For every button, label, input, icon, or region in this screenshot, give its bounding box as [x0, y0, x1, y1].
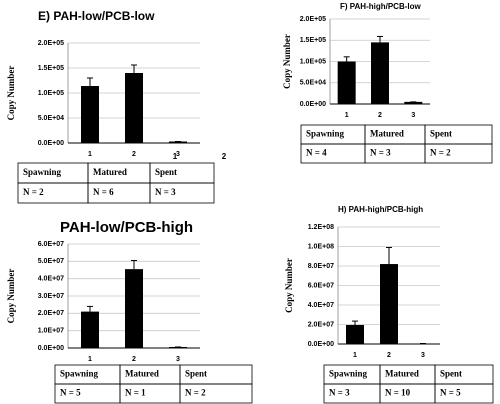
y-tick-label: 1.0E+07	[38, 328, 64, 335]
y-axis-label: Copy Number	[6, 66, 16, 121]
y-tick-label: 6.0E+07	[308, 282, 334, 289]
table-text: Spawning	[329, 369, 368, 379]
table-text: N = 1	[125, 388, 146, 398]
table-text: N = 2	[23, 187, 44, 197]
x-tick-label: 2	[378, 112, 382, 119]
bar	[371, 42, 389, 104]
table-text: N = 3	[370, 148, 391, 158]
y-axis-label: Copy Number	[6, 269, 16, 324]
table-text: Spent	[155, 167, 177, 177]
y-axis-label: Copy Number	[282, 34, 292, 89]
y-tick-label: 1.0E+08	[308, 243, 334, 250]
bar	[169, 141, 187, 143]
bar	[125, 269, 143, 348]
table-text: Spawning	[60, 369, 99, 379]
chart-title: F) PAH-high/PCB-low	[340, 2, 422, 11]
y-tick-label: 6.0E+07	[38, 241, 64, 248]
y-tick-label: 2.0E+07	[308, 321, 334, 328]
table-cell	[424, 143, 493, 164]
y-tick-label: 2.0E+05	[300, 16, 326, 23]
bar	[125, 73, 143, 143]
x-tick-label: 3	[176, 356, 180, 363]
table-text: Spawning	[306, 129, 345, 139]
bar	[380, 264, 398, 344]
chart-title: H) PAH-high/PCB-high	[338, 205, 423, 214]
bar	[404, 101, 423, 104]
table-text: Matured	[93, 167, 127, 177]
chart-title: PAH-low/PCB-high	[60, 219, 193, 236]
y-tick-label: 4.0E+07	[38, 276, 64, 283]
table-text: Spawning	[23, 167, 62, 177]
y-tick-label: 5.0E+04	[38, 115, 64, 122]
y-tick-label: 5.0E+04	[300, 80, 326, 87]
y-tick-label: 2.0E+07	[38, 310, 64, 317]
y-tick-label: 1.5E+05	[300, 37, 326, 44]
table-cell	[434, 383, 494, 404]
y-tick-label: 0.0E+00	[308, 341, 334, 348]
table-text: N = 4	[306, 148, 327, 158]
chart-title: E) PAH-low/PCB-low	[38, 9, 155, 23]
table-text: N = 2	[185, 388, 206, 398]
annotation: 1	[173, 152, 178, 161]
x-tick-label: 2	[132, 356, 136, 363]
y-tick-label: 3.0E+07	[38, 293, 64, 300]
y-tick-label: 1.5E+05	[38, 65, 64, 72]
table-text: N = 3	[329, 388, 350, 398]
y-tick-label: 8.0E+07	[308, 263, 334, 270]
x-tick-label: 2	[132, 151, 136, 158]
x-tick-label: 1	[353, 352, 357, 359]
table-text: Matured	[385, 369, 419, 379]
bar	[169, 346, 187, 348]
y-axis-label: Copy Number	[284, 258, 294, 313]
table-text: Spent	[430, 129, 452, 139]
table-text: Spent	[440, 369, 462, 379]
table-text: Matured	[125, 369, 159, 379]
table-text: N = 6	[93, 187, 114, 197]
table-text: N = 2	[430, 148, 451, 158]
table-text: Matured	[370, 129, 404, 139]
bar	[81, 311, 99, 348]
bar	[346, 324, 364, 344]
x-tick-label: 1	[345, 112, 349, 119]
y-tick-label: 0.0E+00	[300, 101, 326, 108]
y-tick-label: 5.0E+07	[38, 258, 64, 265]
y-tick-label: 1.0E+05	[300, 58, 326, 65]
y-tick-label: 1.2E+08	[308, 224, 334, 231]
x-tick-label: 3	[176, 151, 180, 158]
x-tick-label: 1	[88, 356, 92, 363]
table-cell	[149, 182, 215, 204]
y-tick-label: 0.0E+00	[38, 345, 64, 352]
x-tick-label: 3	[411, 112, 415, 119]
table-cell	[179, 383, 253, 404]
x-tick-label: 1	[88, 151, 92, 158]
bar	[337, 61, 356, 104]
y-tick-label: 2.0E+05	[38, 40, 64, 47]
y-tick-label: 1.0E+05	[38, 90, 64, 97]
y-tick-label: 0.0E+00	[38, 140, 64, 147]
annotation: 2	[222, 152, 227, 161]
bar	[81, 86, 99, 143]
y-tick-label: 4.0E+07	[308, 302, 334, 309]
table-text: N = 3	[155, 187, 176, 197]
table-text: N = 10	[385, 388, 411, 398]
table-text: Spent	[185, 369, 207, 379]
x-tick-label: 2	[387, 352, 391, 359]
table-text: N = 5	[60, 388, 81, 398]
table-text: N = 5	[440, 388, 461, 398]
x-tick-label: 3	[421, 352, 425, 359]
